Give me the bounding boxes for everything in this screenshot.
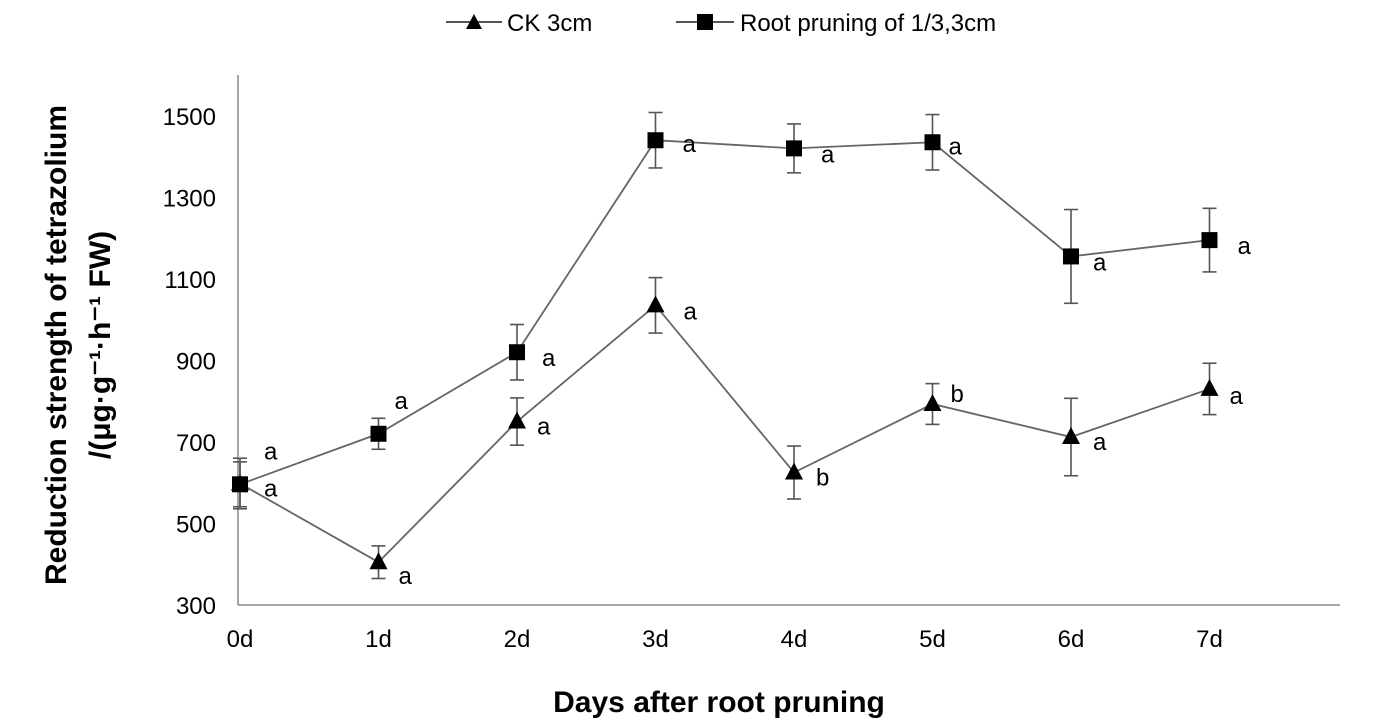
significance-label: b	[951, 381, 964, 408]
x-tick-label: 6d	[1058, 626, 1085, 653]
x-tick-label: 5d	[919, 626, 946, 653]
significance-label: a	[821, 141, 835, 168]
data-point-triangle	[1062, 427, 1080, 445]
data-point-square	[370, 425, 387, 442]
y-tick-label: 900	[176, 348, 216, 375]
data-point-triangle	[508, 411, 526, 429]
data-point-square	[232, 476, 248, 493]
significance-label: a	[264, 438, 278, 465]
y-axis-title-line2: /(μg·g⁻¹·h⁻¹ FW)	[84, 231, 117, 459]
significance-label: a	[1230, 383, 1244, 410]
significance-label: a	[399, 563, 413, 590]
y-tick-label: 1500	[163, 104, 216, 131]
y-tick-label: 300	[176, 593, 216, 620]
series-line	[239, 304, 1210, 564]
significance-label: a	[684, 298, 698, 325]
x-tick-labels: 0d 1d 2d 3d 4d 5d 6d 7d	[227, 626, 1223, 653]
data-point-square	[1201, 232, 1218, 249]
x-tick-label: 0d	[227, 626, 254, 653]
significance-label: a	[542, 345, 556, 372]
y-axis-title-line1: Reduction strength of tetrazolium	[40, 105, 73, 585]
legend-label-ck: CK 3cm	[507, 10, 592, 37]
significance-label: a	[1093, 429, 1107, 456]
significance-label: b	[816, 465, 829, 492]
legend-triangle-icon	[466, 14, 482, 29]
y-tick-label: 1100	[164, 267, 216, 294]
data-point-square	[786, 140, 802, 157]
data-point-triangle	[369, 552, 388, 570]
significance-label: a	[1238, 233, 1252, 260]
legend-item-root-pruning: Root pruning of 1/3,3cm	[676, 10, 996, 37]
significance-label: a	[264, 476, 278, 503]
data-point-square	[509, 344, 525, 361]
data-point-square	[1063, 248, 1079, 265]
data-point-square	[647, 132, 664, 149]
legend-label-root-pruning: Root pruning of 1/3,3cm	[740, 10, 996, 37]
y-tick-label: 700	[176, 430, 216, 457]
x-tick-label: 2d	[504, 626, 531, 653]
x-axis-title: Days after root pruning	[553, 686, 885, 719]
data-point-triangle	[785, 462, 803, 480]
legend-square-icon	[697, 14, 713, 30]
significance-label: a	[395, 388, 409, 415]
series-line	[239, 139, 1210, 486]
x-tick-label: 7d	[1196, 626, 1223, 653]
data-point-triangle	[923, 394, 942, 412]
y-tick-label: 500	[176, 511, 216, 538]
x-tick-label: 3d	[642, 626, 669, 653]
y-tick-label: 1300	[163, 185, 216, 212]
data-point-square	[924, 134, 941, 151]
data-point-triangle	[646, 295, 665, 313]
significance-label: a	[1093, 249, 1107, 276]
significance-label: a	[949, 133, 963, 160]
y-tick-labels: 300 500 700 900 1100 1300 1500	[163, 104, 216, 620]
data-point-triangle	[1200, 378, 1219, 396]
legend: CK 3cm Root pruning of 1/3,3cm	[446, 10, 996, 37]
x-tick-label: 1d	[365, 626, 392, 653]
x-tick-label: 4d	[781, 626, 808, 653]
y-axis-title: Reduction strength of tetrazolium /(μg·g…	[40, 105, 117, 585]
significance-label: a	[537, 414, 551, 441]
legend-item-ck: CK 3cm	[446, 10, 592, 37]
significance-label: a	[683, 131, 697, 158]
axes	[237, 75, 1340, 606]
